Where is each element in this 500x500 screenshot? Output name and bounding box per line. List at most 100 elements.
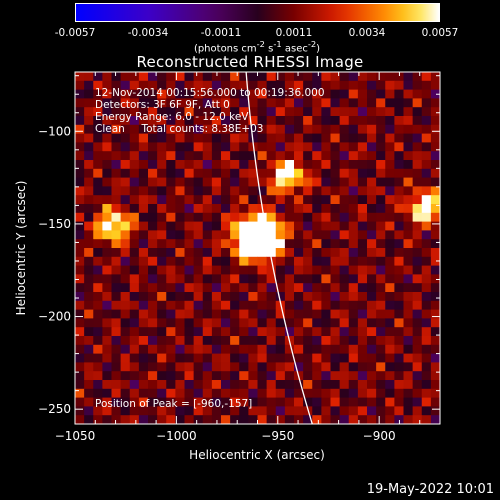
- heatmap-cell: [93, 380, 103, 390]
- heatmap-cell: [275, 142, 286, 152]
- heatmap-cell: [312, 116, 322, 126]
- heatmap-cell: [348, 344, 359, 354]
- heatmap-cell: [111, 133, 122, 143]
- heatmap-cell: [275, 265, 286, 275]
- heatmap-cell: [230, 415, 240, 425]
- heatmap-cell: [266, 362, 277, 372]
- heatmap-cell: [312, 353, 322, 363]
- heatmap-cell: [421, 212, 432, 222]
- heatmap-cell: [394, 124, 404, 134]
- heatmap-cell: [266, 204, 277, 214]
- heatmap-cell: [184, 239, 195, 249]
- heatmap-cell: [239, 397, 249, 407]
- heatmap-cell: [248, 116, 258, 126]
- heatmap-cell: [376, 212, 386, 222]
- heatmap-cell: [421, 362, 432, 372]
- heatmap-cell: [303, 327, 313, 337]
- heatmap-cell: [221, 274, 231, 284]
- heatmap-cell: [357, 72, 368, 82]
- heatmap-cell: [157, 186, 167, 196]
- heatmap-cell: [148, 98, 158, 108]
- heatmap-cell: [266, 151, 277, 161]
- heatmap-cell: [175, 239, 185, 249]
- heatmap-cell: [303, 388, 313, 398]
- heatmap-cell: [75, 124, 85, 134]
- heatmap-cell: [294, 151, 304, 161]
- heatmap-cell: [129, 406, 140, 416]
- heatmap-cell: [211, 177, 222, 187]
- heatmap-cell: [166, 397, 176, 407]
- heatmap-cell: [202, 221, 213, 231]
- heatmap-cell: [284, 274, 295, 284]
- heatmap-cell: [403, 72, 414, 82]
- heatmap-cell: [430, 160, 441, 170]
- heatmap-cell: [385, 309, 395, 319]
- heatmap-cell: [376, 248, 386, 258]
- heatmap-cell: [239, 160, 249, 170]
- heatmap-cell: [193, 133, 204, 143]
- heatmap-cell: [275, 168, 286, 178]
- heatmap-cell: [385, 248, 395, 258]
- heatmap-cell: [175, 371, 185, 381]
- heatmap-cell: [385, 415, 395, 425]
- heatmap-cell: [394, 406, 404, 416]
- heatmap-cell: [102, 362, 112, 372]
- heatmap-cell: [166, 371, 176, 381]
- heatmap-cell: [175, 415, 185, 425]
- heatmap-cell: [111, 80, 122, 90]
- heatmap-cell: [394, 89, 404, 99]
- heatmap-cell: [184, 204, 195, 214]
- heatmap-cell: [303, 124, 313, 134]
- heatmap-cell: [357, 362, 368, 372]
- heatmap-cell: [403, 265, 414, 275]
- heatmap-cell: [93, 256, 103, 266]
- heatmap-cell: [421, 142, 432, 152]
- heatmap-cell: [157, 230, 167, 240]
- heatmap-cell: [403, 230, 414, 240]
- heatmap-cell: [75, 248, 85, 258]
- heatmap-cell: [120, 142, 131, 152]
- heatmap-cell: [84, 406, 94, 416]
- heatmap-cell: [430, 256, 441, 266]
- heatmap-cell: [93, 406, 103, 416]
- heatmap-cell: [284, 292, 295, 302]
- heatmap-cell: [357, 98, 368, 108]
- heatmap-cell: [385, 168, 395, 178]
- heatmap-cell: [193, 406, 204, 416]
- heatmap-cell: [367, 221, 377, 231]
- heatmap-cell: [175, 186, 185, 196]
- heatmap-cell: [102, 256, 112, 266]
- heatmap-cell: [403, 80, 414, 90]
- heatmap-cell: [376, 406, 386, 416]
- heatmap-cell: [294, 124, 304, 134]
- heatmap-cell: [193, 309, 204, 319]
- detectors-annotation: Detectors: 3F 6F 9F, Att 0: [95, 99, 230, 111]
- heatmap-cell: [102, 344, 112, 354]
- heatmap-cell: [348, 204, 359, 214]
- heatmap-cell: [248, 177, 258, 187]
- heatmap-cell: [157, 107, 167, 117]
- heatmap-cell: [430, 230, 441, 240]
- heatmap-cell: [148, 142, 158, 152]
- heatmap-cell: [330, 248, 341, 258]
- heatmap-cell: [330, 186, 341, 196]
- heatmap-cell: [102, 239, 112, 249]
- heatmap-cell: [294, 116, 304, 126]
- heatmap-cell: [376, 388, 386, 398]
- heatmap-cell: [330, 72, 341, 82]
- heatmap-cell: [357, 116, 368, 126]
- heatmap-cell: [357, 168, 368, 178]
- heatmap-cell: [84, 274, 94, 284]
- heatmap-cell: [348, 230, 359, 240]
- heatmap-cell: [394, 336, 404, 346]
- heatmap-cell: [211, 248, 222, 258]
- heatmap-cell: [93, 397, 103, 407]
- heatmap-cell: [102, 80, 112, 90]
- heatmap-cell: [102, 107, 112, 117]
- heatmap-cell: [184, 107, 195, 117]
- heatmap-cell: [284, 309, 295, 319]
- heatmap-cell: [239, 318, 249, 328]
- heatmap-cell: [412, 230, 423, 240]
- heatmap-cell: [202, 72, 213, 82]
- heatmap-cell: [129, 388, 140, 398]
